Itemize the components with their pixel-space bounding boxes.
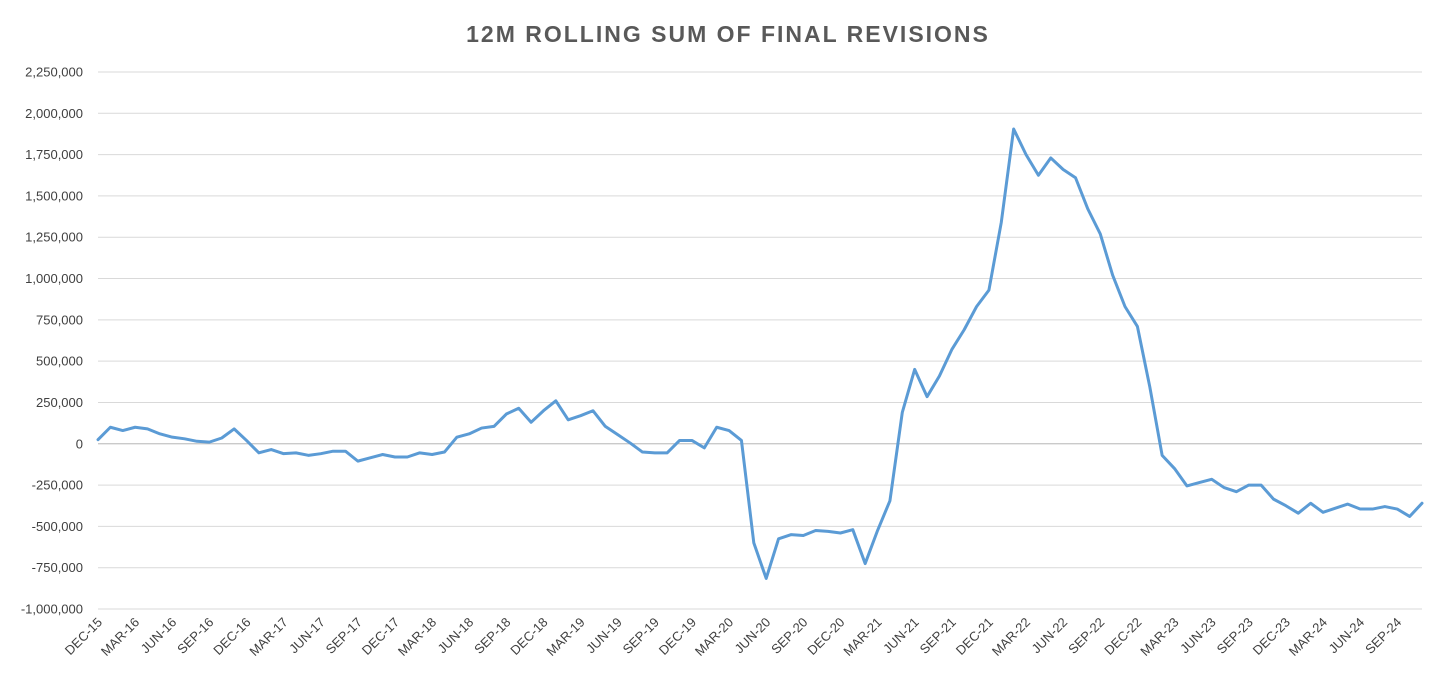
- x-tick-label: SEP-19: [620, 615, 662, 657]
- x-tick-label: SEP-23: [1214, 615, 1256, 657]
- x-tick-label: JUN-16: [138, 615, 180, 657]
- x-tick-label: MAR-21: [840, 615, 884, 659]
- x-tick-label: JUN-20: [732, 615, 774, 657]
- y-tick-label: 1,000,000: [25, 271, 83, 286]
- y-tick-label: 500,000: [36, 354, 83, 369]
- y-tick-label: 0: [76, 436, 83, 451]
- x-tick-label: JUN-24: [1325, 615, 1367, 657]
- x-tick-label: DEC-22: [1101, 615, 1144, 658]
- x-tick-label: SEP-24: [1362, 615, 1404, 657]
- x-tick-label: SEP-22: [1065, 615, 1107, 657]
- x-tick-label: MAR-20: [692, 615, 736, 659]
- y-tick-label: 750,000: [36, 312, 83, 327]
- x-tick-label: SEP-17: [323, 615, 365, 657]
- x-tick-label: MAR-18: [395, 615, 439, 659]
- y-tick-label: -1,000,000: [21, 602, 83, 617]
- x-tick-label: MAR-19: [543, 615, 587, 659]
- y-tick-label: 1,500,000: [25, 188, 83, 203]
- y-tick-label: -750,000: [32, 560, 83, 575]
- x-tick-label: DEC-16: [210, 615, 253, 658]
- x-tick-label: MAR-22: [989, 615, 1033, 659]
- series-line: [96, 127, 1424, 580]
- gridlines: [98, 71, 1422, 610]
- y-tick-label: 1,250,000: [25, 230, 83, 245]
- y-tick-label: -250,000: [32, 478, 83, 493]
- x-tick-label: SEP-21: [917, 615, 959, 657]
- y-axis-tick-labels: -1,000,000 -750,000 -500,000 -250,000 0 250,0…: [21, 65, 83, 617]
- x-tick-label: DEC-19: [656, 615, 699, 658]
- y-tick-label: 2,000,000: [25, 106, 83, 121]
- y-tick-label: 1,750,000: [25, 147, 83, 162]
- x-tick-label: DEC-17: [359, 615, 402, 658]
- x-tick-label: DEC-21: [953, 615, 996, 658]
- x-tick-label: DEC-15: [62, 615, 105, 658]
- series-layer: [96, 127, 1424, 580]
- x-tick-label: SEP-18: [471, 615, 513, 657]
- x-tick-label: SEP-16: [174, 615, 216, 657]
- x-tick-label: MAR-24: [1286, 615, 1330, 659]
- chart-title: 12M ROLLING SUM OF FINAL REVISIONS: [466, 21, 990, 47]
- x-tick-label: MAR-23: [1137, 615, 1181, 659]
- x-tick-label: DEC-23: [1250, 615, 1293, 658]
- x-tick-label: JUN-17: [286, 615, 328, 657]
- y-tick-label: 250,000: [36, 395, 83, 410]
- x-tick-label: JUN-22: [1029, 615, 1071, 657]
- x-tick-label: JUN-21: [880, 615, 922, 657]
- x-tick-label: JUN-19: [583, 615, 625, 657]
- x-axis-tick-labels: DEC-15MAR-16JUN-16SEP-16DEC-16MAR-17JUN-…: [62, 615, 1405, 659]
- x-tick-label: MAR-17: [246, 615, 290, 659]
- x-tick-label: SEP-20: [768, 615, 810, 657]
- x-tick-label: JUN-18: [435, 615, 477, 657]
- x-tick-label: DEC-20: [804, 615, 847, 658]
- x-tick-label: JUN-23: [1177, 615, 1219, 657]
- x-tick-label: MAR-16: [98, 615, 142, 659]
- y-tick-label: -500,000: [32, 519, 83, 534]
- y-tick-label: 2,250,000: [25, 65, 83, 80]
- x-tick-label: DEC-18: [507, 615, 550, 658]
